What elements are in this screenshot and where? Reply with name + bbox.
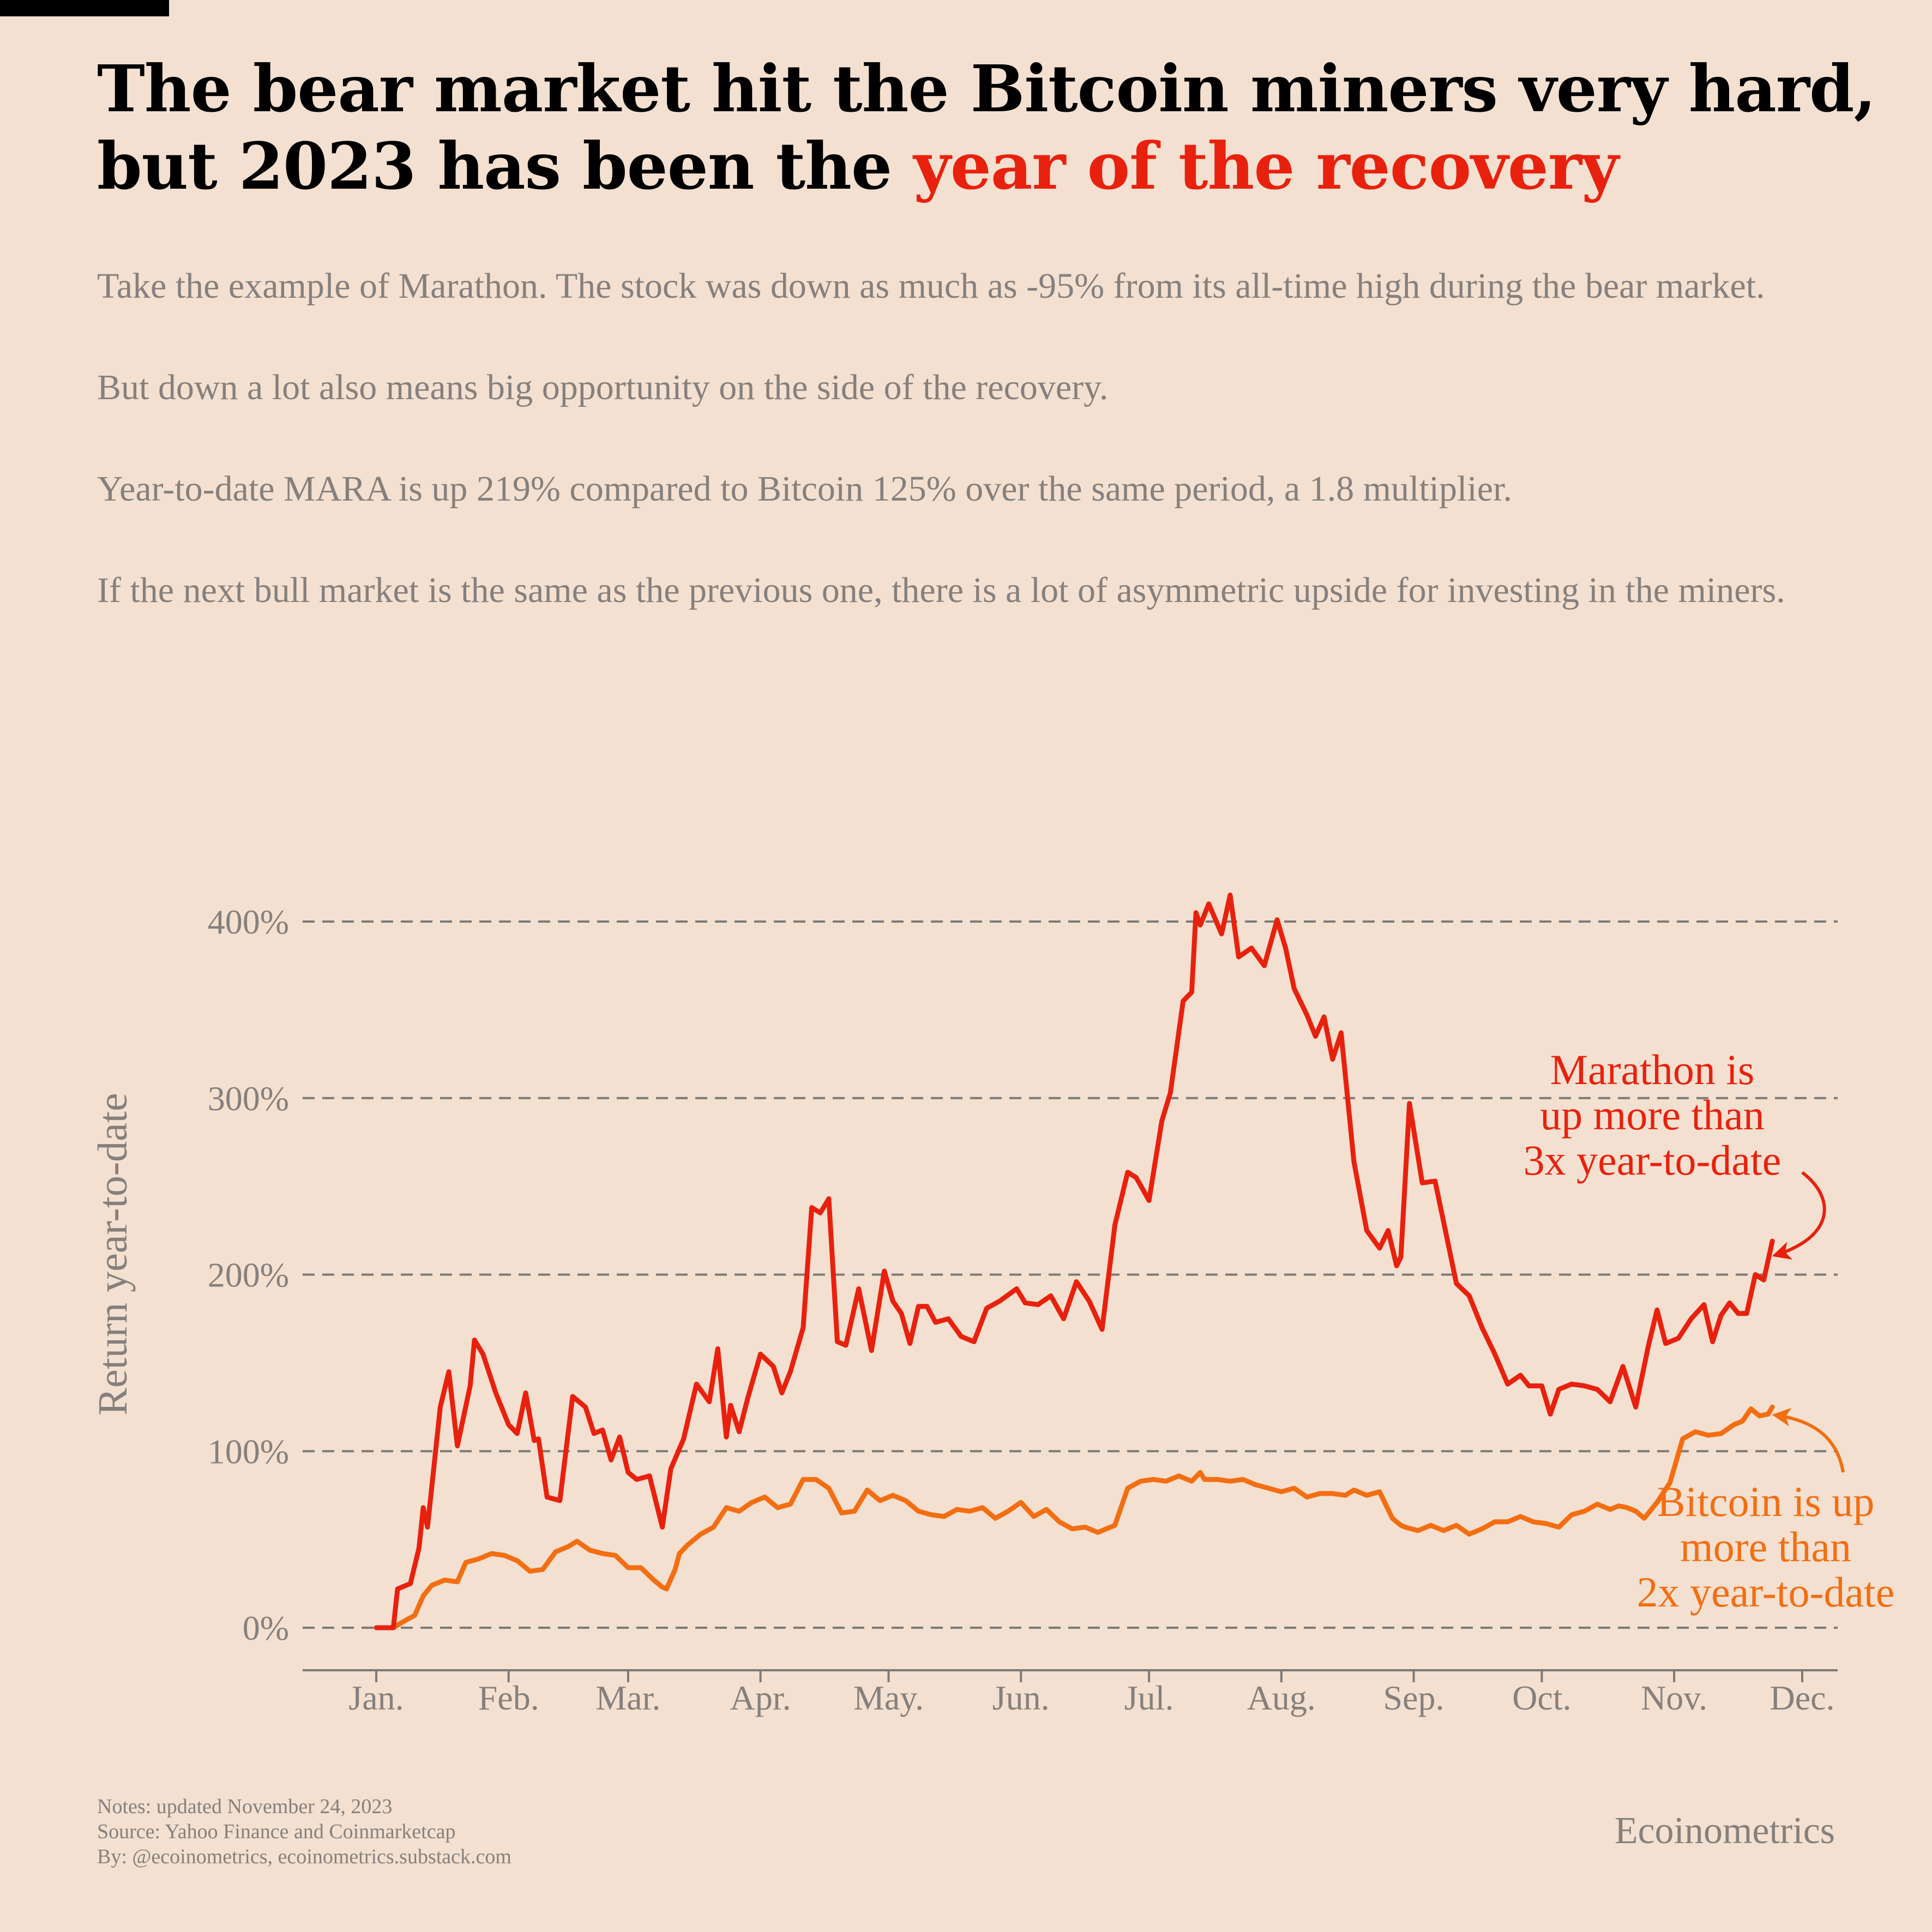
bitcoin-arrow [1772,1407,1845,1473]
x-tick-label: Oct. [1512,1678,1571,1717]
x-tick-label: Aug. [1247,1678,1316,1717]
series-lines [374,892,1775,1630]
x-tick-label: Mar. [595,1678,660,1717]
x-tick-label: May. [853,1678,924,1717]
marathon-annotation-line: 3x year-to-date [1524,1136,1781,1184]
x-tick-label: Sep. [1383,1678,1445,1717]
notes-line: Notes: updated November 24, 2023 [97,1795,393,1818]
y-tick-label: 300% [208,1079,289,1118]
title-main: The bear market hit the Bitcoin miners v… [97,51,1876,204]
marathon-annotation-line: up more than [1540,1091,1765,1139]
x-tick-label: Feb. [478,1678,539,1717]
byline: By: @ecoinometrics, ecoinometrics.substa… [97,1845,511,1868]
x-tick-label: Jul. [1124,1678,1174,1717]
description-paragraph-2: But down a lot also means big opportunit… [97,368,1109,407]
y-axis-label: Return year-to-date [90,1093,136,1415]
bitcoin-annotation-line: more than [1680,1523,1851,1570]
description-paragraph-3: Year-to-date MARA is up 219% compared to… [97,469,1512,509]
x-tick-labels: Jan. Feb. Mar. Apr. May. Jun. Jul. Aug. Sep. Oct.… [348,1670,1835,1717]
marathon-series-line [374,892,1775,1630]
marathon-arrow [1772,1171,1826,1260]
grid-lines [303,920,1838,1629]
description-paragraph-1: Take the example of Marathon. The stock … [97,266,1765,306]
y-tick-label: 400% [208,902,289,941]
y-tick-label: 0% [243,1609,289,1647]
marathon-annotation-line: Marathon is [1550,1046,1755,1093]
x-tick-label: Apr. [730,1678,791,1717]
description-paragraph-4: If the next bull market is the same as t… [97,570,1785,610]
chart-description: Take the example of Marathon. The stock … [97,261,1787,616]
x-tick-label: Nov. [1641,1678,1707,1717]
y-tick-label: 100% [208,1432,289,1471]
x-tick-label: Jan. [348,1678,404,1717]
y-tick-labels: 0% 100% 200% 300% 400% [208,902,289,1647]
x-tick-label: Dec. [1770,1678,1834,1717]
corner-accent-bar [0,0,169,16]
y-tick-label: 200% [208,1256,289,1295]
bitcoin-annotation-line: Bitcoin is up [1657,1478,1875,1525]
brand-name: Ecoinometrics [1614,1810,1835,1852]
bitcoin-annotation-line: 2x year-to-date [1637,1568,1895,1616]
source-line: Source: Yahoo Finance and Coinmarketcap [97,1820,456,1843]
chart-title: The bear market hit the Bitcoin miners v… [97,50,1897,205]
title-highlight: year of the recovery [913,128,1619,204]
footer-notes: Notes: updated November 24, 2023 Source:… [97,1794,511,1869]
bitcoin-series-line [374,1404,1775,1630]
x-tick-label: Jun. [992,1678,1050,1717]
